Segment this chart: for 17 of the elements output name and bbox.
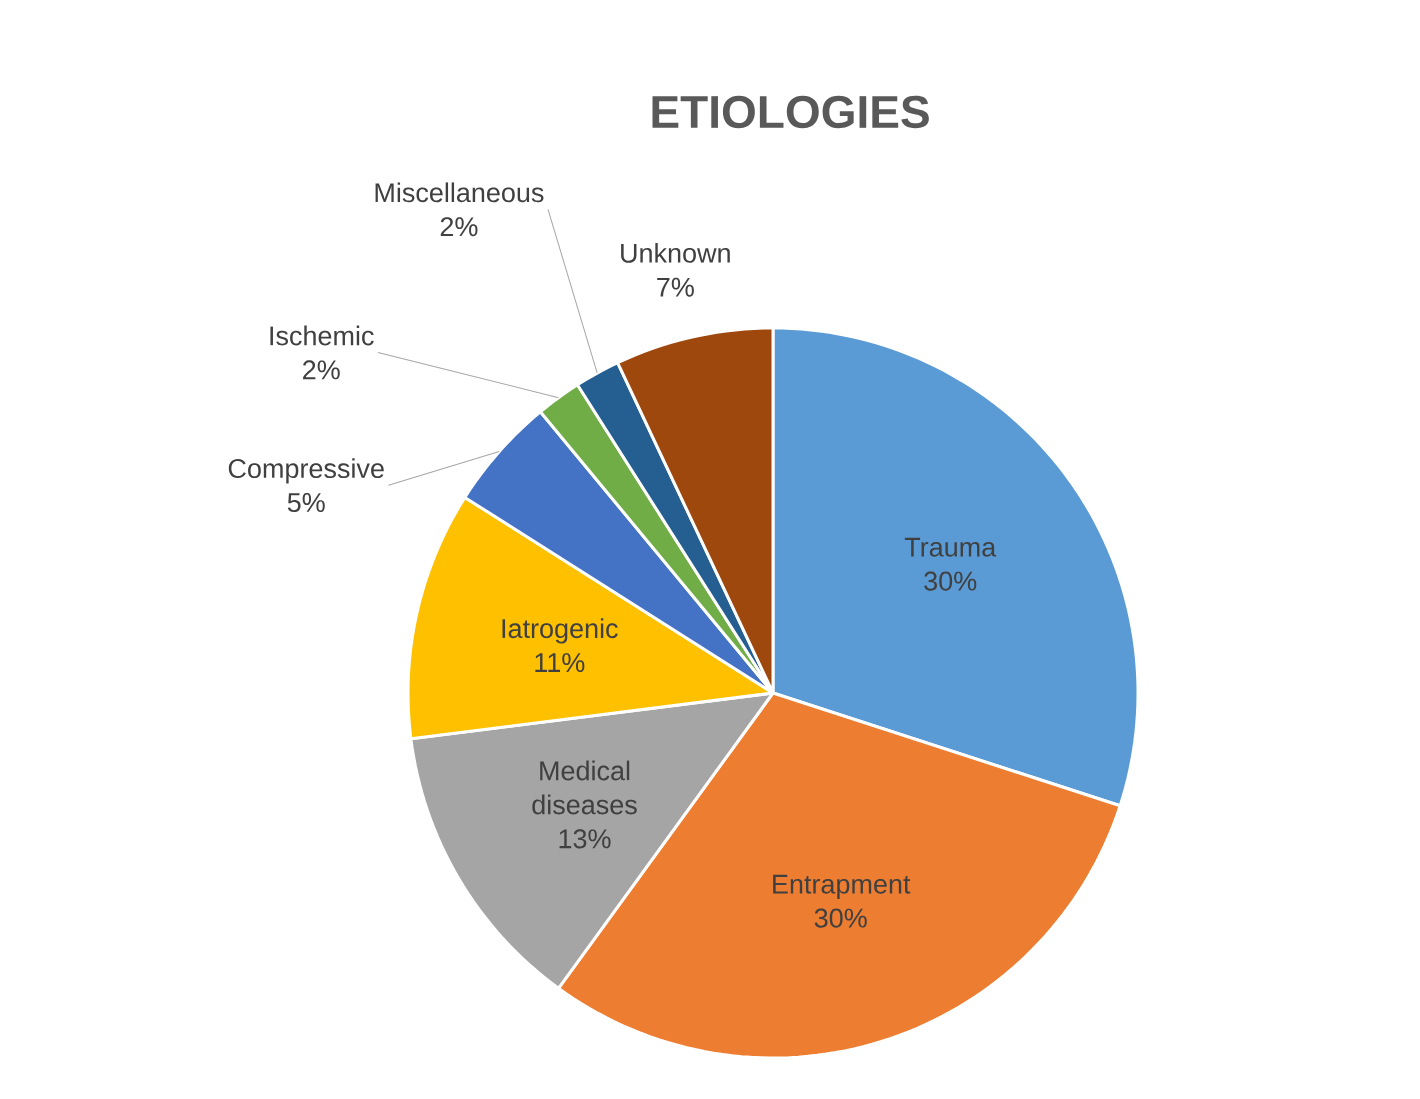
- slice-label: Entrapment: [773, 874, 911, 900]
- slice-label: Ischemic: [270, 325, 374, 346]
- slice-label: Trauma: [904, 537, 997, 557]
- data-label: 7%: [657, 277, 694, 297]
- slice-label: Medical diseases: [532, 760, 637, 815]
- data-label: 2%: [440, 217, 478, 237]
- slice-label: Iatrogenic: [502, 618, 618, 644]
- data-label: 2%: [303, 360, 340, 380]
- data-label: 30%: [814, 908, 867, 928]
- data-label: 11%: [535, 653, 585, 673]
- slice-label: Compressive: [228, 458, 384, 484]
- data-label: 30%: [924, 571, 977, 591]
- slice-label: Miscellaneous: [375, 182, 544, 203]
- slice-label: Unknown: [621, 242, 730, 263]
- chart-title: ETIOLOGIES: [652, 95, 929, 129]
- data-label: 13%: [559, 829, 611, 849]
- data-label: 5%: [287, 493, 325, 513]
